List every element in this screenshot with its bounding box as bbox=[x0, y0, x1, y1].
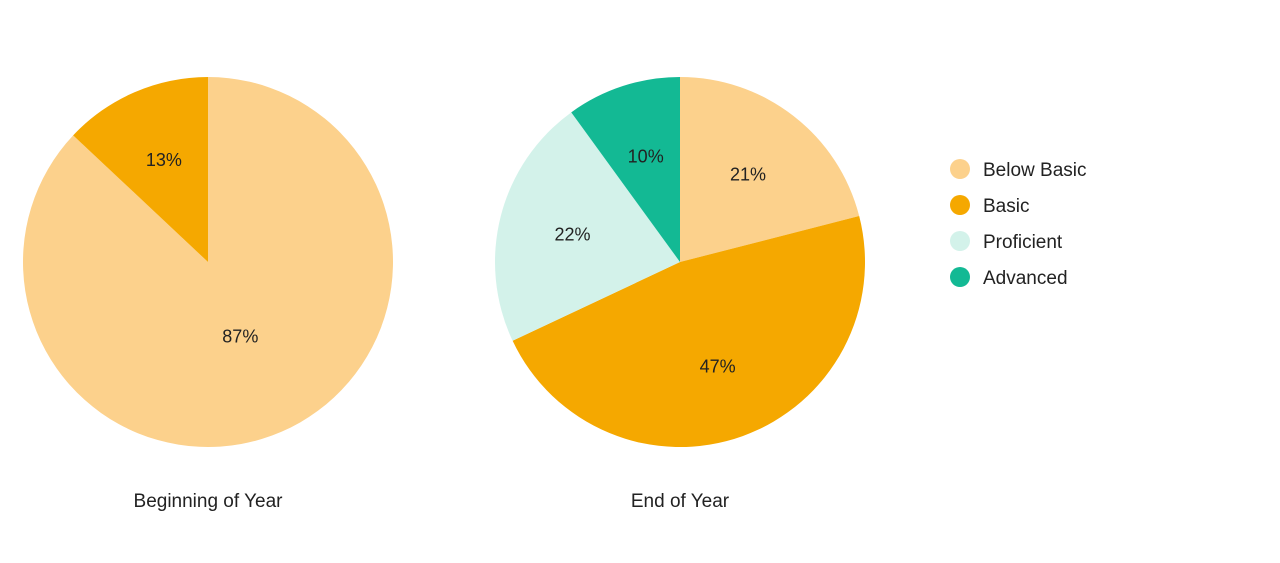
pie-2-label-basic: 47% bbox=[700, 356, 736, 376]
legend-item-basic: Basic bbox=[950, 195, 1029, 217]
pie-2-title: End of Year bbox=[631, 491, 730, 512]
pie-2-slice-basic bbox=[512, 215, 865, 448]
legend-swatch-proficient bbox=[950, 231, 970, 251]
pie-1: 87% 13% Beginning of Year bbox=[22, 77, 394, 512]
legend-item-advanced: Advanced bbox=[950, 267, 1068, 289]
pie-2-label-below-basic: 21% bbox=[730, 164, 766, 184]
pie-2-label-proficient: 22% bbox=[554, 224, 590, 244]
legend-item-proficient: Proficient bbox=[950, 231, 1063, 253]
pie-1-label-below-basic: 87% bbox=[222, 327, 258, 347]
pie-1-title: Beginning of Year bbox=[134, 491, 284, 512]
pie-2-slice-proficient bbox=[494, 112, 680, 341]
pie-1-label-basic: 13% bbox=[146, 150, 182, 170]
legend-label-proficient: Proficient bbox=[983, 232, 1063, 253]
legend-item-below-basic: Below Basic bbox=[950, 159, 1087, 181]
pie-2-label-advanced: 10% bbox=[628, 146, 664, 166]
pie-2-slice-below-basic bbox=[680, 77, 860, 262]
pie-1-slice-basic bbox=[73, 77, 208, 262]
pie-2-slice-advanced bbox=[571, 77, 680, 262]
pie-2: 21% 47% 22% 10% End of Year bbox=[494, 77, 865, 512]
legend: Below Basic Basic Proficient Advanced bbox=[950, 159, 1087, 289]
legend-label-below-basic: Below Basic bbox=[983, 160, 1087, 181]
legend-label-advanced: Advanced bbox=[983, 268, 1068, 289]
legend-swatch-basic bbox=[950, 195, 970, 215]
legend-swatch-advanced bbox=[950, 267, 970, 287]
pies-group: 87% 13% Beginning of Year 21% 47% 22% 10% End o… bbox=[22, 77, 865, 512]
legend-label-basic: Basic bbox=[983, 196, 1029, 217]
legend-swatch-below-basic bbox=[950, 159, 970, 179]
